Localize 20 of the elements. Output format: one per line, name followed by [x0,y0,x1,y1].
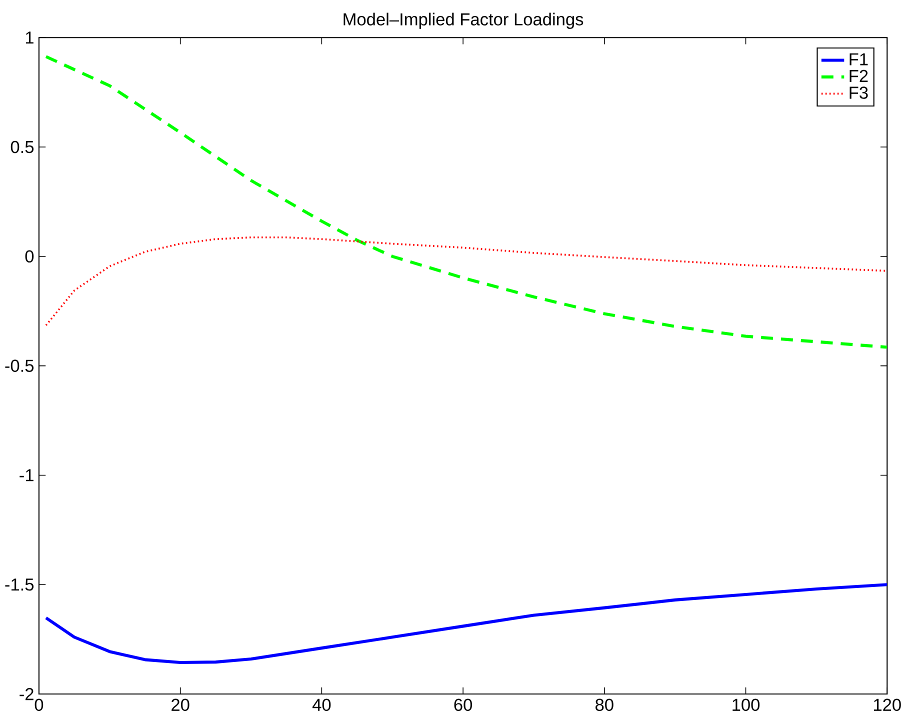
line-series [45,236,888,326]
chart-title: Model–Implied Factor Loadings [344,12,584,29]
legend-label: F1 [850,53,868,66]
x-tick-label: 20 [172,698,190,711]
y-tick-label: -1.5 [5,578,34,591]
x-tick-label: 120 [874,698,901,711]
y-tick-label: -1 [20,469,34,482]
y-tick-label: 1 [26,32,34,44]
y-tick-label: -0.5 [5,360,34,372]
legend-label: F3 [850,86,868,99]
line-series [44,583,888,664]
y-tick-label: 0.5 [10,140,34,154]
x-tick-label: 80 [596,698,614,711]
y-tick-label: 0 [25,250,34,263]
legend-label: F2 [850,70,868,82]
x-tick-label: 60 [454,698,472,711]
y-tick-label: -2 [20,688,34,700]
x-tick-label: 0 [34,698,44,711]
x-tick-label: 100 [732,698,760,711]
x-tick-label: 40 [312,698,331,711]
